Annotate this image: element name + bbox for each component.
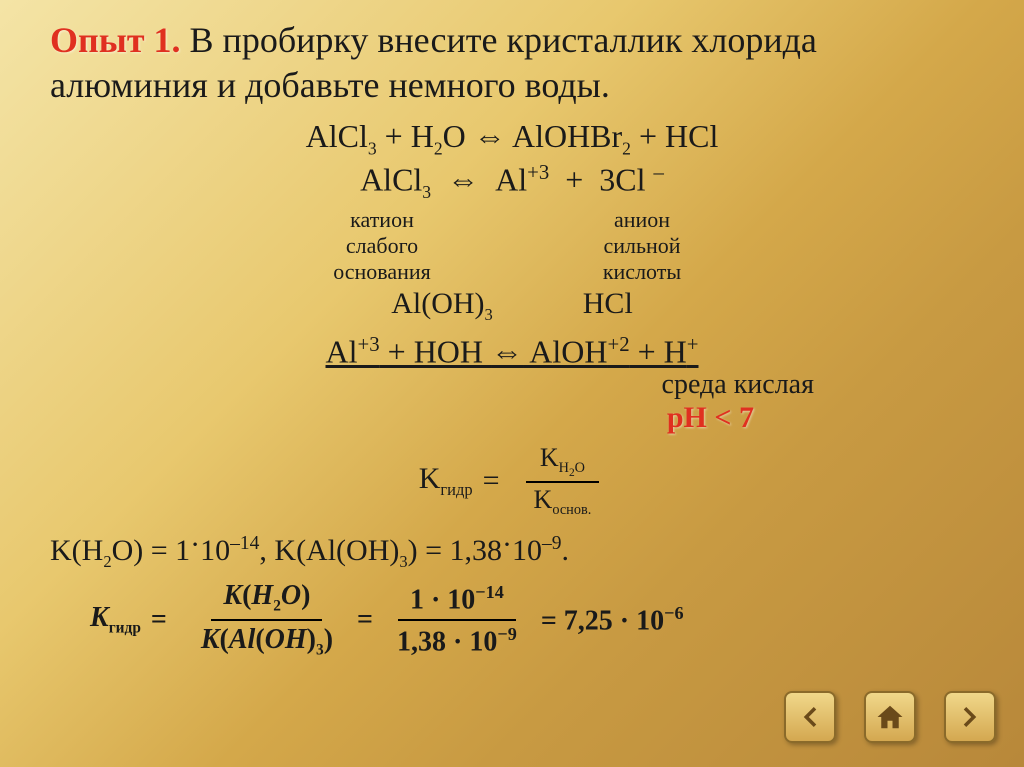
constants-line: K(H2O) = 1·10–14, K(Al(OH)3) = 1,38·10–9… bbox=[40, 519, 984, 572]
cation-l3: основания bbox=[282, 259, 482, 285]
experiment-title: Опыт 1. В пробирку внесите кристаллик хл… bbox=[40, 18, 984, 108]
anion-l2: сильной bbox=[542, 233, 742, 259]
navigation-controls bbox=[784, 691, 996, 743]
equation-molecular: AlCl3 + H2O ⇔ AlOHBr2 + HCl bbox=[40, 108, 984, 159]
k-hydrolysis-definition: Kгидр = KH2O Kоснов. bbox=[40, 443, 984, 519]
base-formula: Al(OH)3 bbox=[391, 287, 493, 325]
equation-ionic: Al+3 + HOH ⇔ AlOH+2 + H+ bbox=[40, 333, 984, 371]
arrow-left-icon bbox=[795, 702, 825, 732]
arrow-right-icon bbox=[955, 702, 985, 732]
anion-l1: анион bbox=[542, 207, 742, 233]
k-hydrolysis-calculation: Kгидр = K(H2O) K(Al(OH)3) = 1 · 10−14 1,… bbox=[40, 572, 984, 659]
k-fraction: KH2O Kоснов. bbox=[520, 443, 606, 519]
k-frac-denominator: Kоснов. bbox=[520, 483, 606, 519]
prev-button[interactable] bbox=[784, 691, 836, 743]
next-button[interactable] bbox=[944, 691, 996, 743]
ph-label: рН < 7 bbox=[40, 401, 984, 435]
home-button[interactable] bbox=[864, 691, 916, 743]
slide: Опыт 1. В пробирку внесите кристаллик хл… bbox=[0, 0, 1024, 767]
home-icon bbox=[875, 702, 905, 732]
ion-labels-row: катион слабого основания анион сильной к… bbox=[40, 207, 984, 285]
anion-l3: кислоты bbox=[542, 259, 742, 285]
anion-label: анион сильной кислоты bbox=[542, 207, 742, 285]
equation-dissociation: AlCl3 ⇔ Al+3 + 3Cl – bbox=[40, 159, 984, 203]
cation-label: катион слабого основания bbox=[282, 207, 482, 285]
medium-label: среда кислая bbox=[40, 369, 984, 401]
cation-l2: слабого bbox=[282, 233, 482, 259]
k-hydr-symbol: Kгидр bbox=[419, 462, 473, 500]
cation-l1: катион bbox=[282, 207, 482, 233]
parent-compounds-row: Al(OH)3 HCl bbox=[40, 287, 984, 325]
title-lead: Опыт 1. bbox=[50, 20, 181, 60]
acid-formula: HCl bbox=[583, 287, 633, 325]
k-frac-numerator: KH2O bbox=[526, 443, 599, 483]
